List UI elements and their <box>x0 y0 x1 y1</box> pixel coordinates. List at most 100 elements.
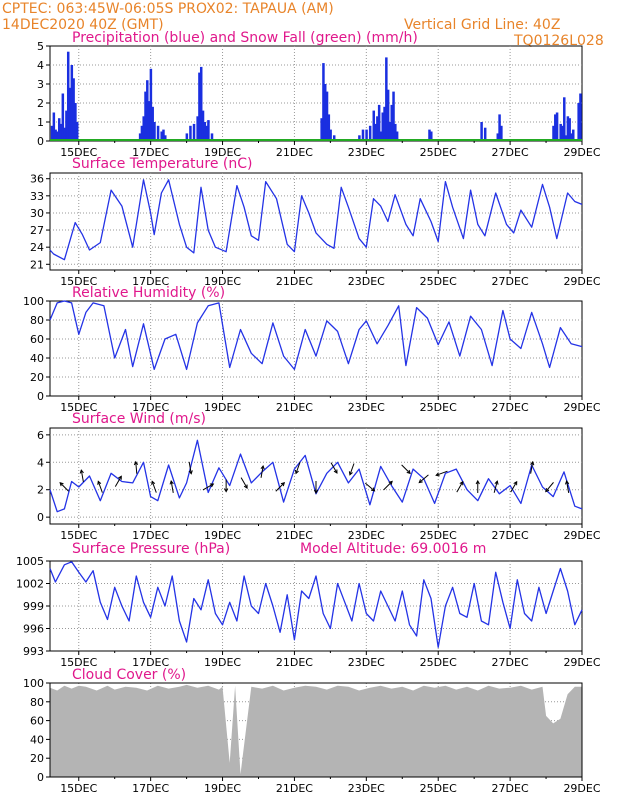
temperature-ytick-label: 21 <box>30 258 44 271</box>
pressure-panel <box>46 560 583 655</box>
wind-arrow-head <box>564 480 570 485</box>
wind-arrow <box>151 481 157 493</box>
precip-ytick-label: 2 <box>37 97 44 110</box>
wind-arrow-head <box>494 480 499 485</box>
pressure-xtick-label: 25DEC <box>420 656 457 669</box>
precip-bar <box>377 104 381 141</box>
wind-arrow-head <box>243 484 248 489</box>
wind-title: Surface Wind (m/s) <box>72 411 206 427</box>
precip-bar <box>65 110 68 141</box>
precip-bar <box>189 125 192 141</box>
precip-bar <box>374 123 377 141</box>
temperature-ytick-label: 24 <box>30 241 44 254</box>
wind-arrow-head <box>513 480 518 486</box>
precip-ytick-label: 3 <box>37 78 44 91</box>
wind-arrow <box>330 462 338 474</box>
precip-bar <box>210 133 214 141</box>
wind-arrow-head <box>151 480 156 485</box>
wind-frame <box>49 427 583 525</box>
precip-bar <box>66 51 70 142</box>
temperature-xtick-label: 29DEC <box>563 275 600 288</box>
wind-arrow <box>510 481 518 493</box>
cloud-ytick-label: 40 <box>30 733 44 746</box>
wind-xtick-label: 27DEC <box>492 529 529 542</box>
precip-bar <box>379 131 383 141</box>
wind-xtick-label: 17DEC <box>132 529 169 542</box>
precip-bar <box>498 114 501 141</box>
precip-panel <box>46 45 583 145</box>
precip-bar <box>390 104 393 141</box>
humidity-xtick-label: 27DEC <box>492 401 529 414</box>
cloud-ytick-label: 20 <box>30 752 44 765</box>
precip-bar <box>162 129 165 141</box>
wind-xtick-label: 15DEC <box>60 529 97 542</box>
humidity-ytick-label: 40 <box>30 352 44 365</box>
wind-ytick-label: 4 <box>37 456 44 469</box>
precip-xtick-label: 21DEC <box>276 146 313 159</box>
precip-bar <box>140 125 144 141</box>
pressure-ytick-label: 999 <box>23 600 44 613</box>
pressure-xtick-label: 29DEC <box>563 656 600 669</box>
precip-bar <box>74 103 77 141</box>
cloud-xtick-label: 27DEC <box>492 782 529 795</box>
precip-bar <box>196 116 199 141</box>
precip-bar <box>323 84 327 141</box>
precip-xtick-label: 27DEC <box>492 146 529 159</box>
wind-xtick-label: 25DEC <box>420 529 457 542</box>
precip-bar <box>329 129 332 141</box>
wind-arrow-head <box>333 469 338 474</box>
wind-arrow-head <box>224 488 229 493</box>
wind-arrow-head <box>435 472 440 477</box>
pressure-xtick-label: 19DEC <box>204 656 241 669</box>
cloud-cover-area <box>50 684 582 777</box>
wind-arrow-head <box>459 480 464 486</box>
humidity-xtick-label: 21DEC <box>276 401 313 414</box>
pressure-title: Surface Pressure (hPa) <box>72 541 230 557</box>
temperature-xtick-label: 19DEC <box>204 275 241 288</box>
precip-bar <box>205 125 208 141</box>
precip-bar <box>361 129 365 141</box>
wind-ytick-label: 6 <box>37 429 44 442</box>
pressure-xtick-label: 17DEC <box>132 656 169 669</box>
wind-ytick-label: 2 <box>37 484 44 497</box>
pressure-annotation: Model Altitude: 69.0016 m <box>300 541 486 557</box>
precip-bar <box>201 110 205 141</box>
temperature-ytick-label: 27 <box>30 224 44 237</box>
precip-bar <box>385 57 388 141</box>
chart-code: TQ0126L028 <box>514 33 604 49</box>
precip-bar <box>394 123 397 141</box>
cloud-ytick-label: 100 <box>23 677 44 690</box>
wind-arrow-head <box>348 471 353 476</box>
wind-arrow <box>530 461 534 474</box>
precip-bar <box>332 135 336 141</box>
cloud-xtick-label: 21DEC <box>276 782 313 795</box>
precip-bar <box>142 116 145 141</box>
precip-bar <box>368 125 372 141</box>
wind-arrow-head <box>260 464 265 470</box>
precip-bar <box>151 106 154 141</box>
precip-bar <box>50 125 54 141</box>
temperature-ytick-label: 30 <box>30 207 44 220</box>
precip-bar <box>160 131 163 141</box>
temperature-ytick-label: 33 <box>30 190 44 203</box>
wind-xtick-label: 23DEC <box>348 529 385 542</box>
humidity-xtick-label: 29DEC <box>563 401 600 414</box>
precip-bar <box>146 80 149 141</box>
precip-bar <box>153 122 156 141</box>
cloud-ytick-label: 60 <box>30 715 44 728</box>
pressure-series-line <box>49 561 583 648</box>
precip-bar <box>59 123 63 141</box>
temperature-title: Surface Temperature (nC) <box>72 156 253 172</box>
precip-xtick-label: 29DEC <box>563 146 600 159</box>
precip-bar <box>164 135 167 141</box>
humidity-series-line <box>49 300 583 371</box>
header-line-1: CPTEC: 063:45W-06:05S PROX02: TAPAUA (AM… <box>2 1 334 17</box>
precip-bar <box>365 129 368 141</box>
precip-bar <box>559 123 562 141</box>
precip-bar <box>483 127 487 141</box>
wind-xtick-label: 29DEC <box>563 529 600 542</box>
humidity-title: Relative Humidity (%) <box>72 285 225 301</box>
wind-arrow <box>401 464 411 474</box>
humidity-ytick-label: 80 <box>30 314 44 327</box>
precip-ytick-label: 4 <box>37 59 44 72</box>
